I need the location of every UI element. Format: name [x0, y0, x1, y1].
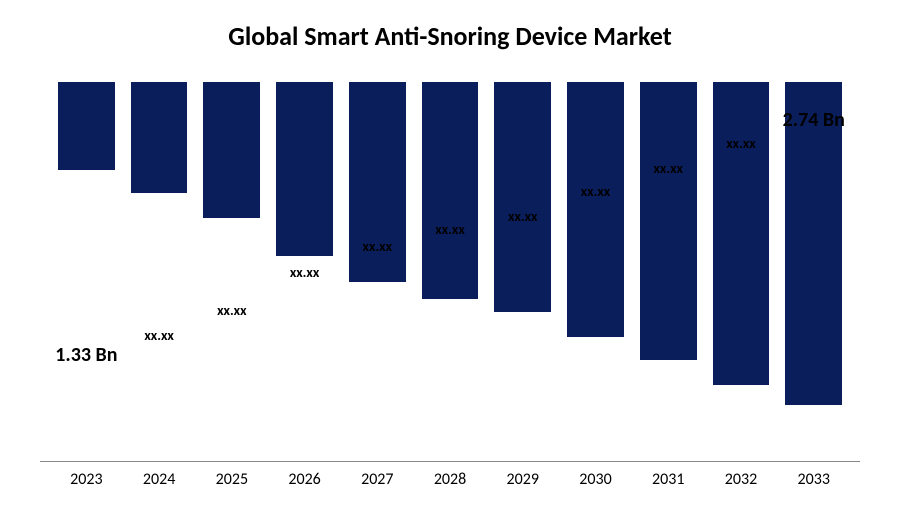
bar-value-label: xx.xx [217, 302, 246, 319]
bar-group: xx.xx [414, 82, 487, 461]
bar-group: xx.xx [341, 82, 414, 461]
bar-value-label: xx.xx [290, 264, 319, 281]
x-axis-label: 2027 [341, 470, 414, 489]
bar-value-label: xx.xx [581, 183, 610, 200]
bar-group: xx.xx [632, 82, 705, 461]
chart-container: Global Smart Anti-Snoring Device Market … [0, 0, 900, 525]
bar-group: xx.xx [195, 82, 268, 461]
bar-group: xx.xx [123, 82, 196, 461]
x-axis-label: 2025 [195, 470, 268, 489]
bar [567, 82, 624, 337]
bar [131, 82, 188, 193]
bar-group: 1.33 Bn [50, 82, 123, 461]
x-axis-label: 2031 [632, 470, 705, 489]
bar-value-label: xx.xx [726, 135, 755, 152]
bar [494, 82, 551, 312]
x-axis-label: 2029 [486, 470, 559, 489]
x-axis-label: 2030 [559, 470, 632, 489]
x-axis: 2023202420252026202720282029203020312032… [40, 462, 860, 489]
x-axis-label: 2033 [777, 470, 850, 489]
bar-group: xx.xx [486, 82, 559, 461]
plot-area: 1.33 Bn xx.xx xx.xx xx.xx xx.xx xx.xx xx.xx xx.… [40, 82, 860, 462]
x-axis-label: 2032 [705, 470, 778, 489]
bar [640, 82, 697, 360]
bar [276, 82, 333, 256]
x-axis-label: 2024 [123, 470, 196, 489]
bar [422, 82, 479, 299]
chart-title: Global Smart Anti-Snoring Device Market [40, 20, 860, 52]
x-axis-label: 2026 [268, 470, 341, 489]
bar-value-label: xx.xx [508, 208, 537, 225]
bar-value-label: xx.xx [653, 160, 682, 177]
bar-value-label: 1.33 Bn [55, 343, 117, 367]
bar-group: xx.xx [559, 82, 632, 461]
bar-value-label: xx.xx [363, 238, 392, 255]
bar-value-label: 2.74 Bn [783, 108, 845, 132]
bar-value-label: xx.xx [435, 221, 464, 238]
bar [58, 82, 115, 170]
bar-value-label: xx.xx [144, 327, 173, 344]
x-axis-label: 2023 [50, 470, 123, 489]
bar [713, 82, 770, 385]
bars-row: 1.33 Bn xx.xx xx.xx xx.xx xx.xx xx.xx xx.xx xx.… [40, 82, 860, 461]
bar [203, 82, 260, 218]
bar-group: xx.xx [705, 82, 778, 461]
bar-group: 2.74 Bn [777, 82, 850, 461]
bar-group: xx.xx [268, 82, 341, 461]
x-axis-label: 2028 [414, 470, 487, 489]
